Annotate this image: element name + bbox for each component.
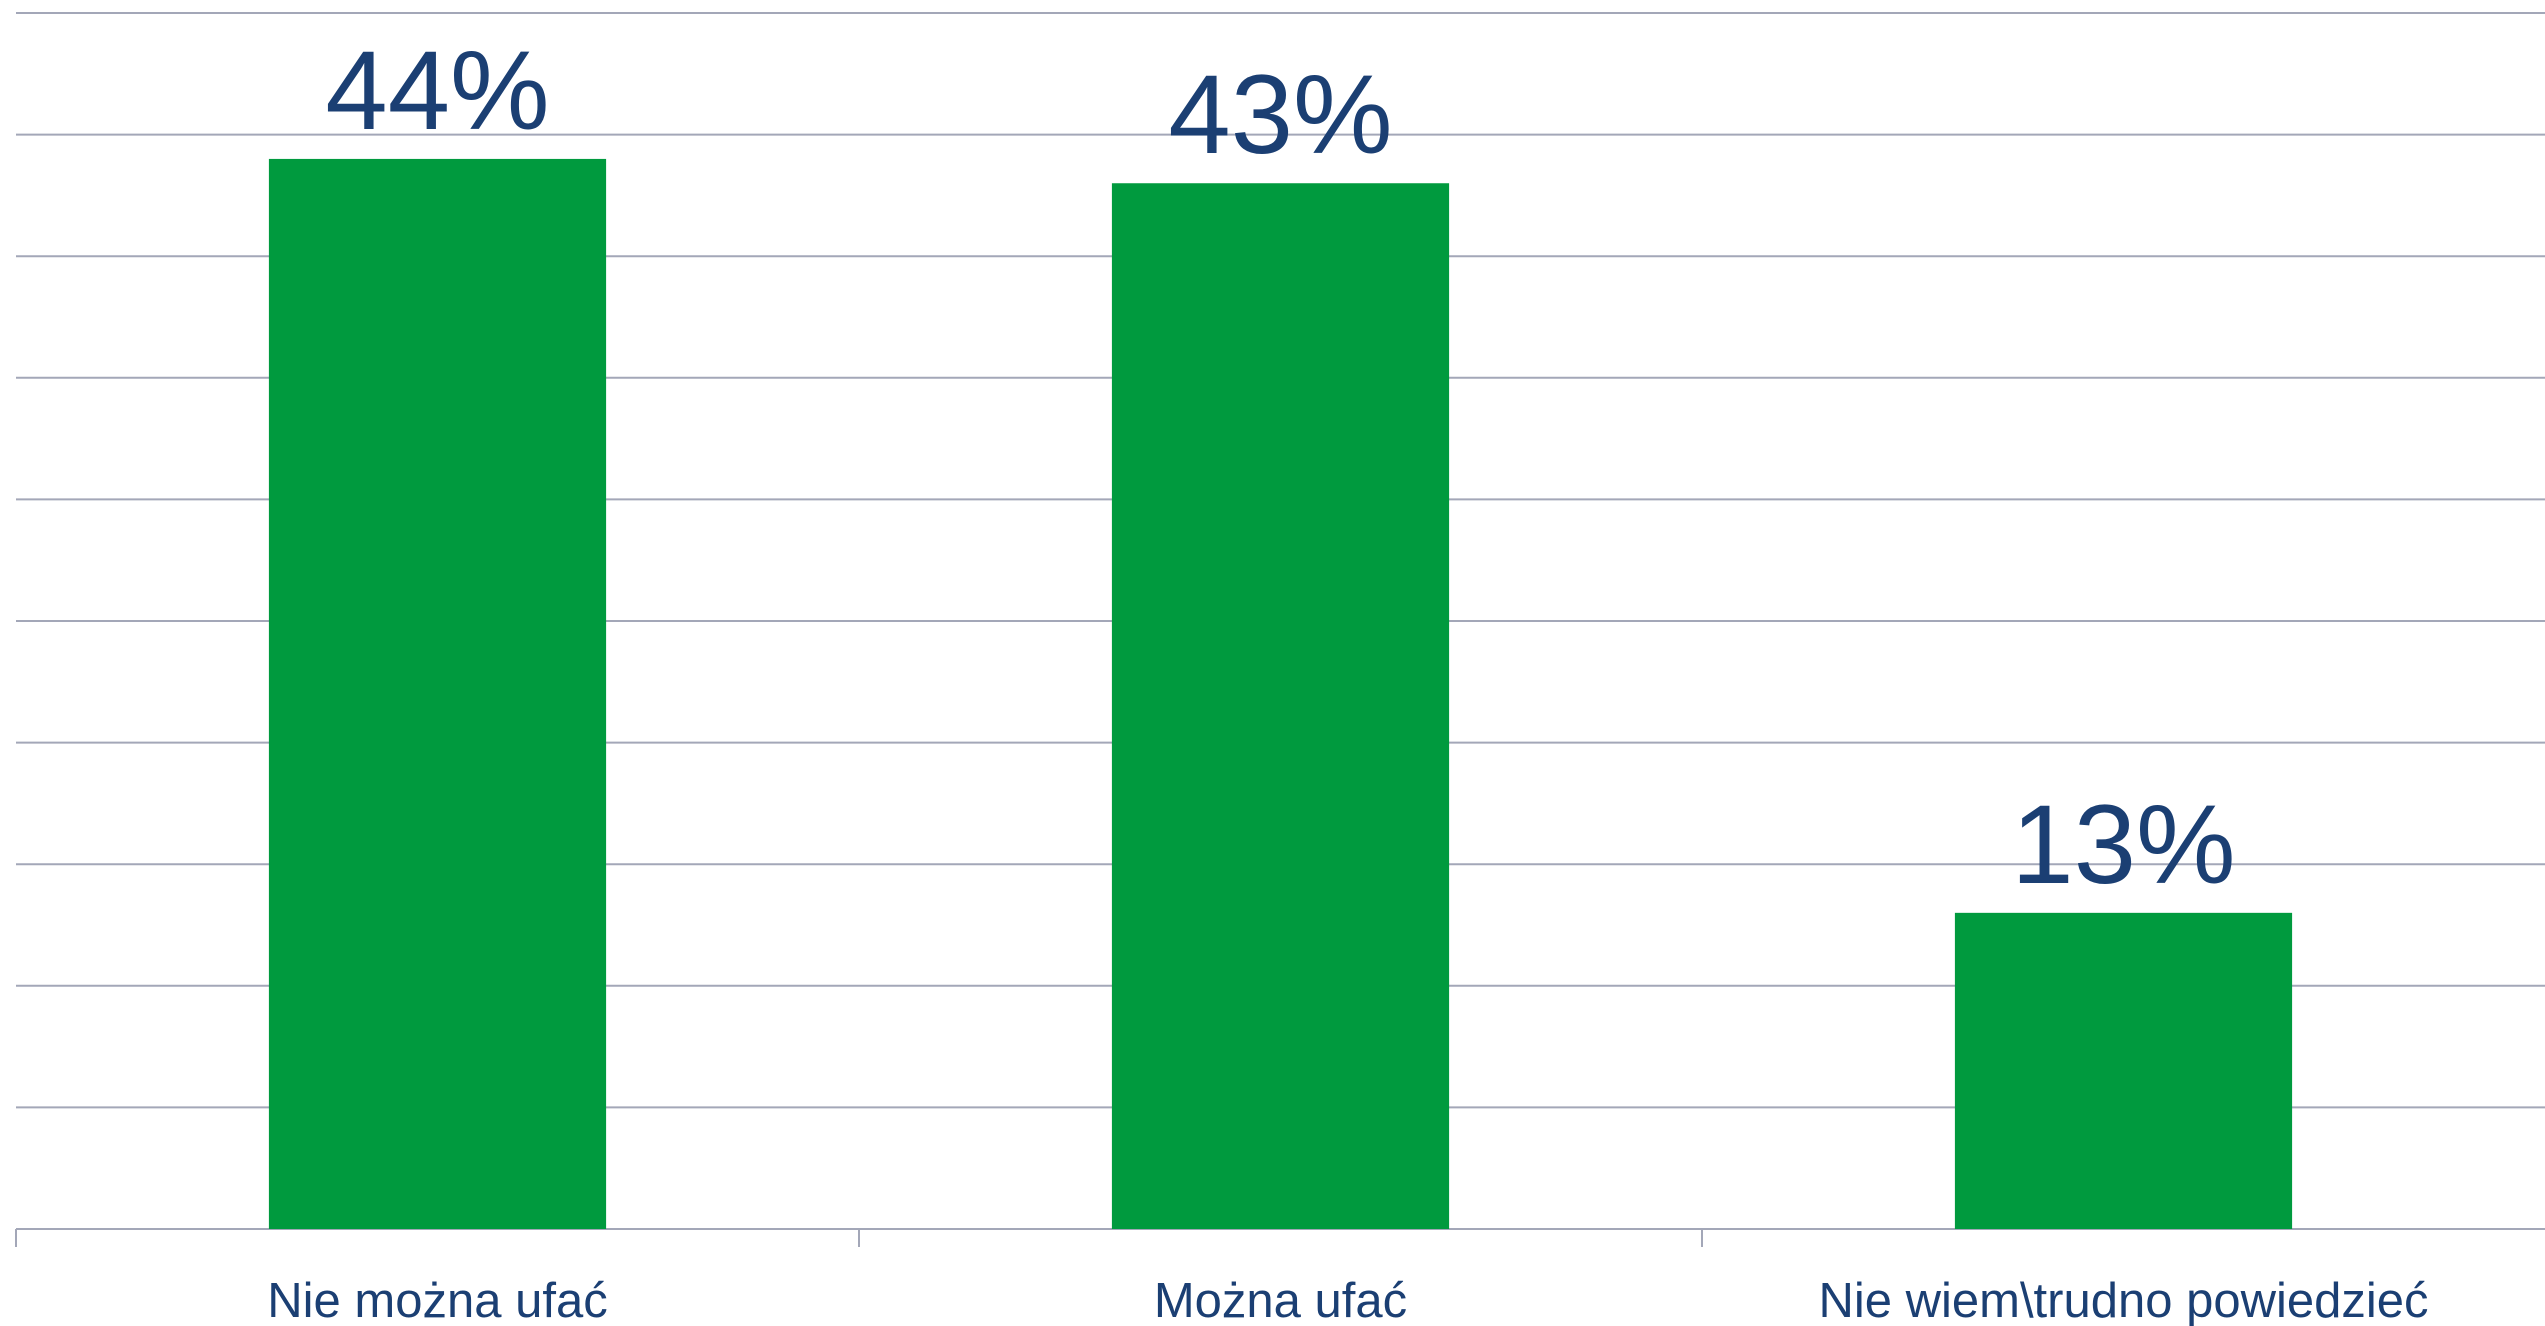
value-label: 43% [1168, 52, 1392, 177]
x-tick-label: Nie można ufać [267, 1274, 607, 1326]
x-tick-label: Można ufać [1154, 1274, 1407, 1326]
value-label: 13% [2011, 782, 2235, 907]
bar [1111, 183, 1450, 1230]
bar [268, 158, 607, 1229]
bar [1954, 912, 2293, 1229]
value-label: 44% [325, 28, 549, 153]
x-tick-label: Nie wiem\trudno powiedzieć [1818, 1274, 2428, 1326]
